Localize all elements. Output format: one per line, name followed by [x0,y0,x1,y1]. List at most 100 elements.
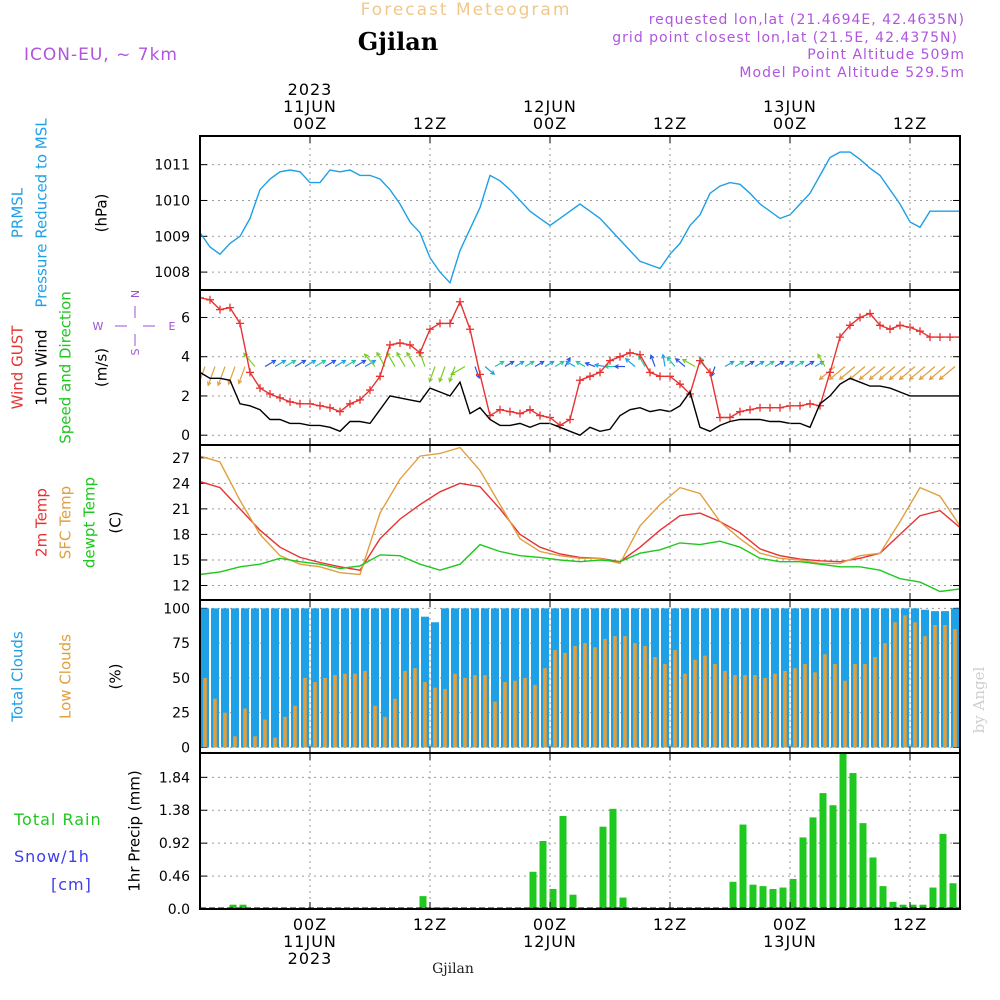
precip-bar [779,887,787,909]
wind-arrow-head [331,359,337,365]
precip-bar [739,824,747,909]
wind-gust-marker [276,393,284,402]
wind-direction-arrow [354,359,366,368]
wind-gust-marker [636,350,644,359]
wind-arrow-head [529,360,535,366]
precip-bar [829,805,837,909]
low-cloud-bar [283,716,287,748]
wind-gust-marker [646,368,654,377]
low-cloud-bar [393,698,397,748]
wind-arrow-head [499,360,505,366]
wind-gust-marker [200,293,204,302]
precip-frame [199,752,961,910]
precip-bar [789,878,797,909]
wind-arrow-head [729,360,735,366]
wind-ytick-label: 4 [181,350,190,366]
precip-bar [419,896,427,909]
wind-direction-arrow [889,366,906,380]
wind-gust-marker [466,325,474,334]
low-cloud-bar [703,655,707,748]
low-cloud-bar [913,622,917,748]
pressure-ytick-label: 1009 [154,229,190,245]
wind-gust-marker [596,368,604,377]
total-cloud-bar [441,608,449,748]
wind-gust-marker [316,401,324,410]
precip-bar [879,886,887,909]
wind-gust-marker [436,319,444,328]
low-cloud-bar [963,639,967,747]
requested-coords: requested lon,lat (21.4694E, 42.4635N) [649,12,965,28]
low-cloud-bar [343,673,347,748]
low-cloud-bar [873,657,877,748]
wind-direction-arrow [243,352,256,367]
wind-direction-arrow [284,359,296,368]
top-axis-label: 12Z [893,114,927,133]
temperature-series-2m-temp [200,480,960,571]
wind-direction-arrow [396,352,406,367]
wind-arrow-head [819,360,825,366]
low-cloud-bar [853,663,857,748]
wind-gust-marker [796,401,804,410]
total-cloud-bar [511,608,519,748]
wind-gust-marker [616,352,624,361]
wind-plot-area [200,293,960,436]
wind-arrow-head [681,358,687,364]
precip-bar [229,904,237,909]
low-cloud-bar [513,680,517,748]
wind-gust-marker [406,340,414,349]
pressure-frame [199,135,961,291]
total-cloud-bar [431,622,439,748]
low-cloud-bar [813,672,817,748]
low-cloud-bar [503,682,507,748]
wind-direction-arrow [650,355,656,367]
wind-axis-label: Wind GUST [9,325,27,410]
low-cloud-bar [633,643,637,748]
wind-gust-marker [706,368,714,377]
wind-gust-marker [586,372,594,381]
wind-panel: 0 2 4 6 Wind GUST 10m Wind Speed and Direction… [9,289,961,446]
wind-direction-arrow [576,360,586,368]
low-cloud-bar [773,673,777,748]
compass-w: W [93,320,104,333]
wind-arrow-head [509,360,515,366]
wind-arrow-head [710,371,715,378]
wind-arrow-head [593,362,600,368]
bottom-axis-label: 00Z [533,915,567,934]
low-cloud-bar [923,636,927,748]
low-cloud-bar [763,677,767,748]
wind-gust-marker [256,384,264,393]
precip-ytick-label: 0.46 [159,869,190,885]
wind-direction-arrow [314,359,326,368]
precip-label-cm: [cm] [51,875,92,894]
bottom-axis-label: 12Z [653,915,687,934]
total-cloud-bar [261,608,269,748]
top-axis-label: 11JUN [283,97,337,116]
wind-direction-arrow [524,360,534,368]
wind-gust-marker [516,409,524,418]
top-axis-label: 00Z [533,114,567,133]
wind-direction-arrow [544,360,554,368]
compass-icon [115,306,155,346]
low-cloud-bar [803,663,807,748]
low-cloud-bar [843,680,847,748]
wind-gust-marker [766,403,774,412]
precip-plot-area [229,753,957,909]
wind-direction-arrow [711,366,716,377]
low-cloud-bar [693,659,697,748]
temperature-ytick-label: 21 [172,502,190,518]
wind-arrow-head [575,360,581,366]
wind-arrow-head [769,360,775,366]
wind-direction-arrow [595,364,606,368]
wind-arrow-head [448,377,453,383]
precip-bar [909,904,917,909]
wind-direction-arrow [294,359,306,368]
wind-gust-marker [356,395,364,404]
total-cloud-bar [291,608,299,748]
low-cloud-bar [833,663,837,748]
total-cloud-bar [491,608,499,748]
wind-gust-marker [866,309,874,318]
low-cloud-bar [663,663,667,748]
wind-arrow-head [624,358,630,363]
low-cloud-bar [243,708,247,748]
